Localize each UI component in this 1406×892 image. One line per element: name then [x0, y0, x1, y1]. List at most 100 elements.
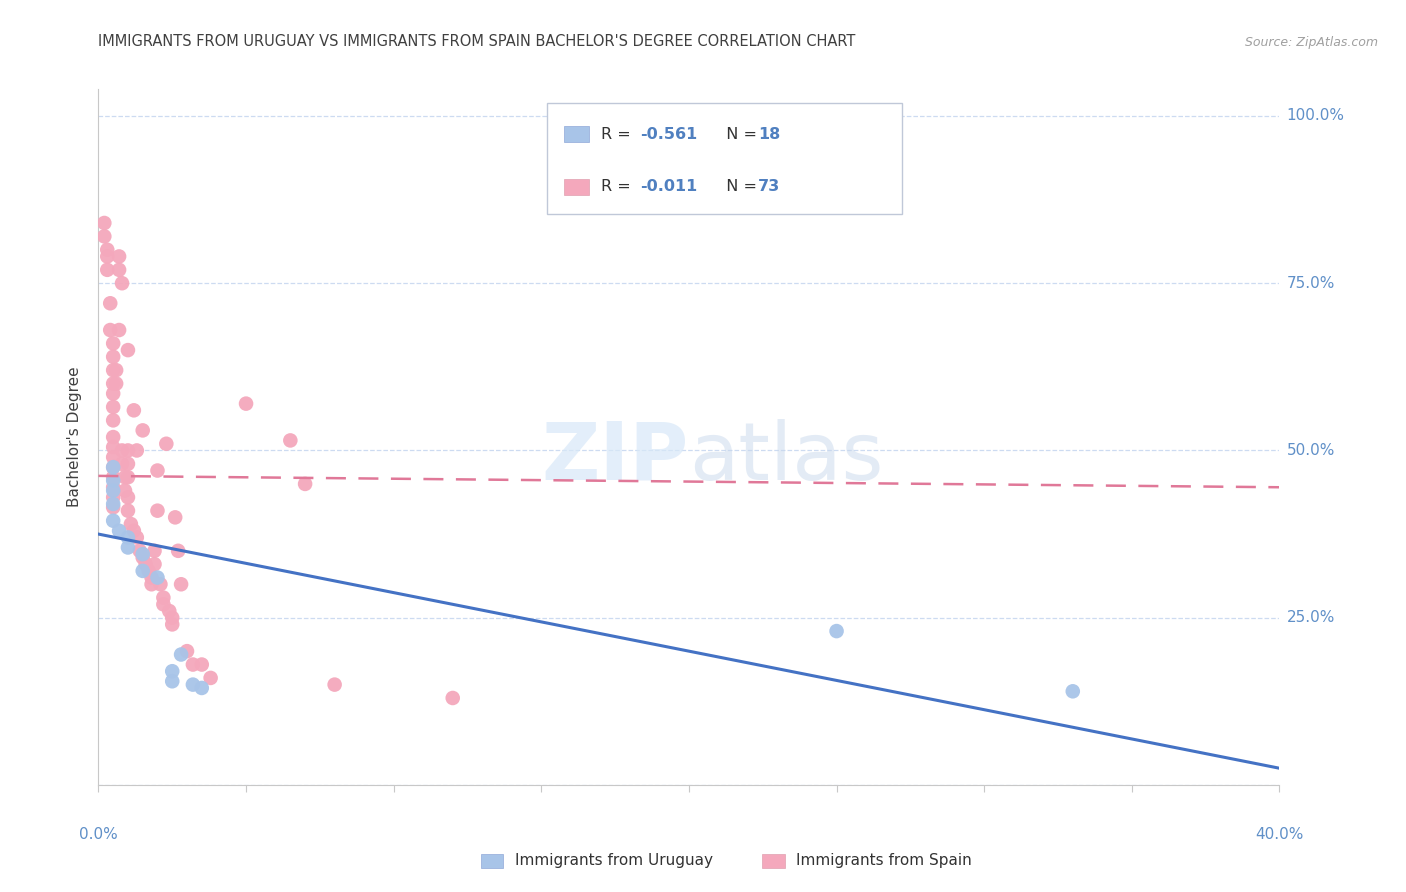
Text: 25.0%: 25.0%	[1286, 610, 1334, 625]
Point	[120, 516, 142, 531]
Y-axis label: Bachelor's Degree: Bachelor's Degree	[67, 367, 83, 508]
Text: Immigrants from Uruguay: Immigrants from Uruguay	[515, 854, 713, 868]
Point	[170, 648, 193, 662]
Point	[135, 557, 157, 572]
Point	[108, 263, 131, 277]
Point	[165, 510, 187, 524]
Point	[167, 544, 190, 558]
Point	[103, 363, 125, 377]
Point	[103, 497, 125, 511]
Point	[117, 530, 139, 544]
Point	[162, 674, 183, 689]
Text: 18: 18	[758, 127, 780, 142]
Text: Source: ZipAtlas.com: Source: ZipAtlas.com	[1244, 36, 1378, 49]
Point	[191, 681, 214, 695]
Point	[132, 547, 155, 561]
Point	[103, 386, 125, 401]
Point	[441, 690, 464, 705]
Text: R =: R =	[600, 127, 636, 142]
Text: -0.561: -0.561	[640, 127, 697, 142]
Point	[96, 263, 118, 277]
Point	[103, 440, 125, 454]
Text: 0.0%: 0.0%	[79, 827, 118, 841]
Point	[122, 524, 145, 538]
Point	[141, 571, 163, 585]
Point	[111, 443, 134, 458]
Point	[235, 396, 257, 410]
Point	[111, 277, 134, 291]
Text: -0.011: -0.011	[640, 179, 697, 194]
Point	[162, 617, 183, 632]
Point	[93, 216, 115, 230]
Point	[122, 403, 145, 417]
Point	[117, 541, 139, 555]
Point	[1062, 684, 1084, 698]
Point	[155, 436, 177, 450]
Point	[96, 250, 118, 264]
Point	[103, 460, 125, 475]
Point	[143, 557, 166, 572]
Text: R =: R =	[600, 179, 636, 194]
Point	[117, 457, 139, 471]
Point	[323, 678, 346, 692]
Point	[162, 611, 183, 625]
Point	[146, 503, 169, 517]
Point	[103, 376, 125, 391]
Point	[162, 664, 183, 679]
Point	[96, 243, 118, 257]
Point	[103, 400, 125, 414]
Point	[103, 480, 125, 494]
Point	[181, 678, 204, 692]
Point	[278, 434, 302, 448]
Point	[105, 363, 128, 377]
Point	[132, 564, 155, 578]
Point	[103, 413, 125, 427]
Point	[191, 657, 214, 672]
Point	[103, 500, 125, 515]
Point	[103, 450, 125, 464]
Point	[117, 443, 139, 458]
Text: Immigrants from Spain: Immigrants from Spain	[796, 854, 972, 868]
Point	[117, 343, 139, 358]
Text: N =: N =	[716, 179, 762, 194]
Point	[103, 514, 125, 528]
Point	[825, 624, 848, 639]
Text: atlas: atlas	[689, 419, 883, 497]
Point	[103, 460, 125, 475]
Point	[108, 323, 131, 337]
Text: 75.0%: 75.0%	[1286, 276, 1334, 291]
Point	[128, 544, 150, 558]
Point	[103, 350, 125, 364]
Point	[111, 457, 134, 471]
Point	[125, 530, 148, 544]
Text: 40.0%: 40.0%	[1256, 827, 1303, 841]
Point	[114, 470, 136, 484]
Point	[152, 591, 174, 605]
Point	[103, 430, 125, 444]
Point	[132, 550, 155, 565]
Point	[117, 503, 139, 517]
Text: 73: 73	[758, 179, 780, 194]
Point	[149, 577, 172, 591]
Point	[98, 323, 121, 337]
Point	[294, 476, 316, 491]
Point	[181, 657, 204, 672]
Point	[114, 483, 136, 498]
Point	[108, 524, 131, 538]
Point	[200, 671, 222, 685]
Point	[132, 424, 155, 438]
Point	[125, 443, 148, 458]
Point	[103, 490, 125, 504]
Text: IMMIGRANTS FROM URUGUAY VS IMMIGRANTS FROM SPAIN BACHELOR'S DEGREE CORRELATION C: IMMIGRANTS FROM URUGUAY VS IMMIGRANTS FR…	[98, 34, 856, 49]
Point	[152, 598, 174, 612]
Point	[141, 577, 163, 591]
Point	[93, 229, 115, 244]
Point	[170, 577, 193, 591]
Point	[176, 644, 198, 658]
Point	[103, 483, 125, 498]
Point	[117, 490, 139, 504]
Point	[98, 296, 121, 310]
Text: ZIP: ZIP	[541, 419, 689, 497]
Point	[108, 250, 131, 264]
Point	[103, 474, 125, 488]
